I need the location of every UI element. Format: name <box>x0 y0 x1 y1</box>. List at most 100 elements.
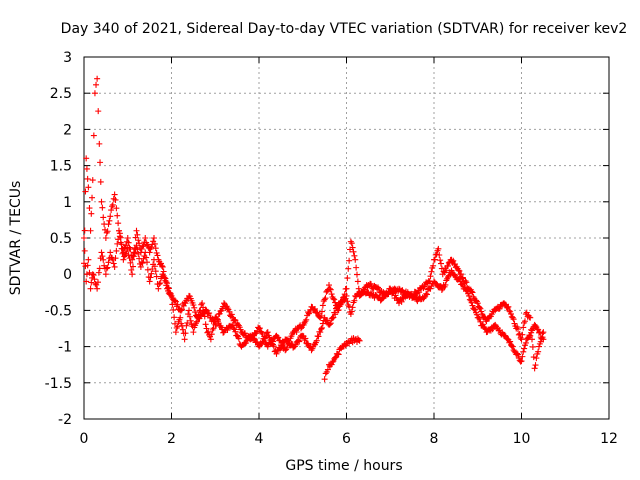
data-point <box>144 259 150 266</box>
data-point <box>149 265 156 272</box>
data-point <box>221 300 227 307</box>
data-point <box>350 248 357 255</box>
data-point <box>114 212 121 219</box>
data-point <box>206 310 213 317</box>
data-point <box>105 259 112 266</box>
data-point <box>475 314 482 321</box>
data-point <box>237 326 244 333</box>
data-point <box>181 336 188 343</box>
chart-title: Day 340 of 2021, Sidereal Day-to-day VTE… <box>61 21 628 37</box>
data-point <box>100 214 107 221</box>
data-point <box>104 228 111 235</box>
data-point <box>111 263 118 270</box>
data-point <box>81 235 87 241</box>
data-point <box>109 203 115 210</box>
data-point <box>427 273 434 280</box>
data-point <box>193 318 200 325</box>
data-point <box>88 279 95 286</box>
data-point <box>508 310 514 317</box>
data-point <box>472 306 479 313</box>
data-point <box>321 296 328 303</box>
data-point <box>392 292 399 299</box>
data-point <box>98 249 105 256</box>
data-point <box>345 265 352 272</box>
data-point <box>107 249 114 256</box>
data-point <box>277 337 283 344</box>
data-point <box>489 326 496 333</box>
data-point <box>210 325 217 332</box>
data-point <box>343 292 350 299</box>
data-point <box>477 305 484 312</box>
data-point <box>321 376 328 383</box>
y-tick-label: -1 <box>58 340 72 356</box>
data-point <box>516 330 523 337</box>
data-point <box>140 255 147 262</box>
data-point <box>518 336 525 343</box>
data-point <box>172 298 179 305</box>
data-point <box>186 313 193 320</box>
data-point <box>102 271 109 278</box>
data-point <box>138 245 145 252</box>
y-tick-label: 2.5 <box>50 86 72 102</box>
data-point <box>466 292 472 299</box>
data-point <box>183 322 190 329</box>
data-points <box>81 75 547 383</box>
data-point <box>343 285 350 292</box>
data-point <box>155 285 162 292</box>
axis-ticks: 0 2 4 6 8 10 12 -2 -1.5 -1 -0.5 0 0.5 1 1.5 2 2.5 3 <box>45 50 618 447</box>
data-point <box>292 341 299 348</box>
data-point <box>135 237 142 244</box>
data-point <box>133 227 140 234</box>
data-point <box>322 295 329 302</box>
data-point <box>126 255 133 262</box>
data-point <box>116 227 122 234</box>
data-point <box>505 303 512 310</box>
y-tick-label: -1.5 <box>45 376 72 392</box>
data-point <box>430 262 437 269</box>
data-point <box>200 304 206 311</box>
data-point <box>161 274 168 281</box>
data-point <box>99 204 106 211</box>
data-point <box>431 256 438 263</box>
data-point <box>274 347 281 354</box>
data-point <box>314 310 321 317</box>
data-point <box>152 268 159 275</box>
data-point <box>529 336 535 343</box>
data-point <box>190 302 197 309</box>
data-point <box>352 256 359 263</box>
data-point <box>91 276 98 283</box>
data-point <box>97 159 104 166</box>
data-point <box>324 317 331 324</box>
data-point <box>115 220 122 227</box>
data-point <box>302 335 309 342</box>
data-point <box>83 271 90 278</box>
data-point <box>138 259 145 266</box>
data-point <box>354 278 361 285</box>
data-point <box>456 275 463 282</box>
data-point <box>442 281 449 288</box>
data-point <box>84 175 91 182</box>
data-point <box>234 332 241 339</box>
data-point <box>114 240 121 247</box>
data-point <box>319 324 325 331</box>
data-point <box>433 251 440 258</box>
data-point <box>277 344 284 351</box>
data-point <box>315 333 322 340</box>
data-point <box>151 240 158 247</box>
data-point <box>200 309 207 316</box>
data-point <box>125 239 132 246</box>
data-point <box>113 205 120 212</box>
data-point <box>333 304 340 311</box>
data-point <box>123 242 129 249</box>
data-point <box>515 351 521 358</box>
data-point <box>169 301 176 308</box>
data-point <box>187 317 194 324</box>
data-point <box>95 108 102 115</box>
data-point <box>207 336 214 343</box>
data-point <box>197 307 204 314</box>
data-point <box>455 267 462 274</box>
data-point <box>330 314 337 321</box>
data-point <box>348 308 355 315</box>
data-point <box>474 300 481 307</box>
x-tick-label: 4 <box>255 431 264 447</box>
